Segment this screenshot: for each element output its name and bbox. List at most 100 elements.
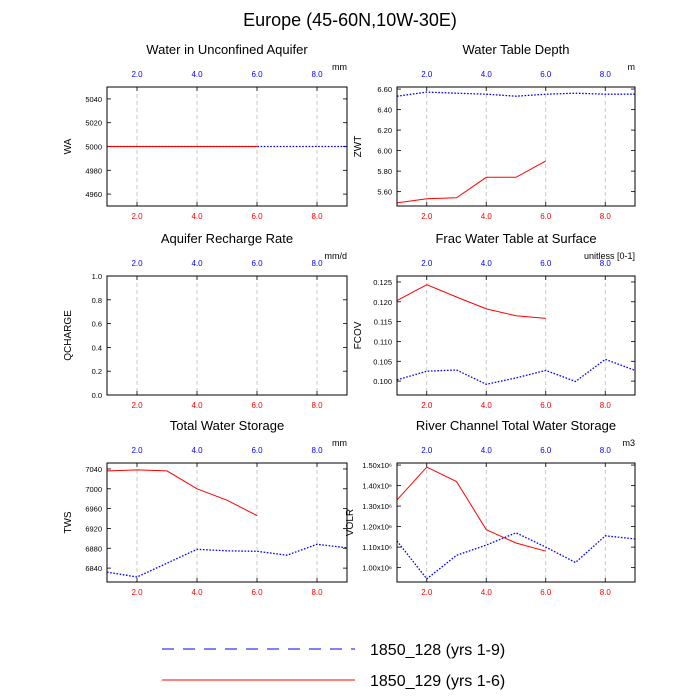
y-tick-label: 6840 <box>85 564 102 573</box>
x-tick-label-bottom: 4.0 <box>481 588 493 597</box>
y-tick-label: 5.80 <box>377 167 392 176</box>
x-tick-label-bottom: 8.0 <box>311 212 323 221</box>
x-tick-label-top: 6.0 <box>540 446 552 455</box>
x-tick-label-bottom: 4.0 <box>191 588 203 597</box>
y-tick-label: 1.0 <box>92 272 102 281</box>
y-tick-label: 0.125 <box>373 278 392 287</box>
plot-frame <box>396 86 636 207</box>
x-tick-label-top: 2.0 <box>421 70 433 79</box>
y-tick-label: 1.00x10⁶ <box>362 564 392 573</box>
y-axis-label: WA <box>63 138 74 154</box>
x-tick-label-bottom: 4.0 <box>481 212 493 221</box>
y-tick-label: 5000 <box>85 143 102 152</box>
panel-title: River Channel Total Water Storage <box>416 418 616 433</box>
y-tick-label: 6920 <box>85 524 102 533</box>
x-tick-label-top: 4.0 <box>191 446 203 455</box>
x-tick-label-bottom: 8.0 <box>311 401 323 410</box>
y-tick-label: 0.2 <box>92 367 102 376</box>
panel-title: Aquifer Recharge Rate <box>161 231 293 246</box>
x-tick-label-bottom: 4.0 <box>191 401 203 410</box>
x-tick-label-top: 8.0 <box>311 446 323 455</box>
panel-volr: River Channel Total Water Storage m3 2.0 2.… <box>345 418 636 597</box>
x-tick-label-bottom: 2.0 <box>131 401 143 410</box>
x-tick-label-top: 4.0 <box>191 70 203 79</box>
panel-units: mm/d <box>325 251 348 261</box>
y-tick-label: 6.40 <box>377 106 392 115</box>
series-line-1850-129 <box>396 160 547 204</box>
y-tick-label: 4980 <box>85 166 102 175</box>
y-axis-label: FCOV <box>353 321 364 349</box>
y-tick-label: 5.60 <box>377 188 392 197</box>
series-line-1850-128 <box>396 358 636 385</box>
x-tick-label-bottom: 4.0 <box>481 401 493 410</box>
y-tick-label: 1.40x10⁶ <box>362 482 392 491</box>
plot-frame <box>106 275 348 396</box>
x-tick-label-bottom: 2.0 <box>131 588 143 597</box>
panel-title: Water in Unconfined Aquifer <box>146 42 308 57</box>
y-tick-label: 0.100 <box>373 377 392 386</box>
series-line-1850-128 <box>396 91 635 97</box>
y-tick-label: 6.00 <box>377 147 392 156</box>
y-tick-label: 5020 <box>85 119 102 128</box>
x-tick-label-bottom: 2.0 <box>421 212 433 221</box>
x-tick-label-top: 6.0 <box>540 70 552 79</box>
y-axis-label: ZWT <box>353 136 364 158</box>
panel-units: unitless [0-1] <box>584 251 635 261</box>
y-tick-label: 5040 <box>85 95 102 104</box>
y-tick-label: 6.20 <box>377 126 392 135</box>
panel-tws: Total Water Storage mm 2.0 2.0 4.0 4.0 6.0 6.0 8… <box>63 418 348 597</box>
plot-frame <box>106 86 348 207</box>
x-tick-label-bottom: 8.0 <box>600 212 612 221</box>
panel-units: mm <box>332 438 347 448</box>
y-tick-exponent: x10⁶ <box>377 461 392 470</box>
y-axis-label: VOLR <box>345 509 356 536</box>
x-tick-label-top: 2.0 <box>131 446 143 455</box>
series-line-1850-129 <box>396 466 546 552</box>
y-tick-label: 7040 <box>85 465 102 474</box>
legend-label-1850-129: 1850_129 (yrs 1-6) <box>370 673 505 690</box>
y-tick-exponent: x10⁶ <box>377 482 392 491</box>
x-tick-label-top: 2.0 <box>421 446 433 455</box>
y-tick-label: 0.6 <box>92 320 102 329</box>
y-tick-label: 4960 <box>85 190 102 199</box>
panel-units: mm <box>332 62 347 72</box>
panel-title: Frac Water Table at Surface <box>435 231 596 246</box>
y-tick-label: 1.20x10⁶ <box>362 523 392 532</box>
x-tick-label-top: 6.0 <box>251 259 263 268</box>
y-tick-label: 0.105 <box>373 357 392 366</box>
y-tick-exponent: x10⁶ <box>377 564 392 573</box>
y-tick-label: 0.115 <box>374 318 392 327</box>
panel-title: Water Table Depth <box>463 42 570 57</box>
panel-qcharge: Aquifer Recharge Rate mm/d 2.0 2.0 4.0 4.0 6.0… <box>63 231 348 410</box>
x-tick-label-bottom: 2.0 <box>421 401 433 410</box>
x-tick-label-bottom: 2.0 <box>421 588 433 597</box>
y-tick-exponent: x10⁶ <box>377 502 392 511</box>
y-axis-label: QCHARGE <box>63 310 74 361</box>
x-tick-label-top: 6.0 <box>251 70 263 79</box>
y-tick-label: 6880 <box>85 544 102 553</box>
x-tick-label-top: 8.0 <box>311 70 323 79</box>
series-line-1850-129 <box>106 469 258 517</box>
y-tick-label: 0.8 <box>92 296 102 305</box>
x-tick-label-top: 8.0 <box>600 259 612 268</box>
x-tick-label-top: 2.0 <box>131 259 143 268</box>
x-tick-label-bottom: 8.0 <box>311 588 323 597</box>
panel-units: m <box>628 62 636 72</box>
y-tick-label: 1.10x10⁶ <box>362 543 392 552</box>
series-line-1850-128 <box>106 543 348 578</box>
series-line-1850-128 <box>396 532 636 580</box>
x-tick-label-top: 4.0 <box>481 446 493 455</box>
panel-wa: Water in Unconfined Aquifer mm 2.0 2.0 4.0 4.… <box>63 42 348 221</box>
x-tick-label-top: 2.0 <box>421 259 433 268</box>
plot-frame <box>396 462 636 583</box>
x-tick-label-top: 4.0 <box>191 259 203 268</box>
x-tick-label-bottom: 8.0 <box>600 588 612 597</box>
legend: 1850_128 (yrs 1-9) 1850_129 (yrs 1-6) <box>162 642 505 690</box>
x-tick-label-top: 8.0 <box>600 446 612 455</box>
x-tick-label-top: 4.0 <box>481 259 493 268</box>
x-tick-label-bottom: 6.0 <box>540 588 552 597</box>
y-tick-exponent: x10⁶ <box>377 523 392 532</box>
x-tick-label-top: 6.0 <box>251 446 263 455</box>
x-tick-label-bottom: 6.0 <box>540 401 552 410</box>
panel-units: m3 <box>622 438 635 448</box>
